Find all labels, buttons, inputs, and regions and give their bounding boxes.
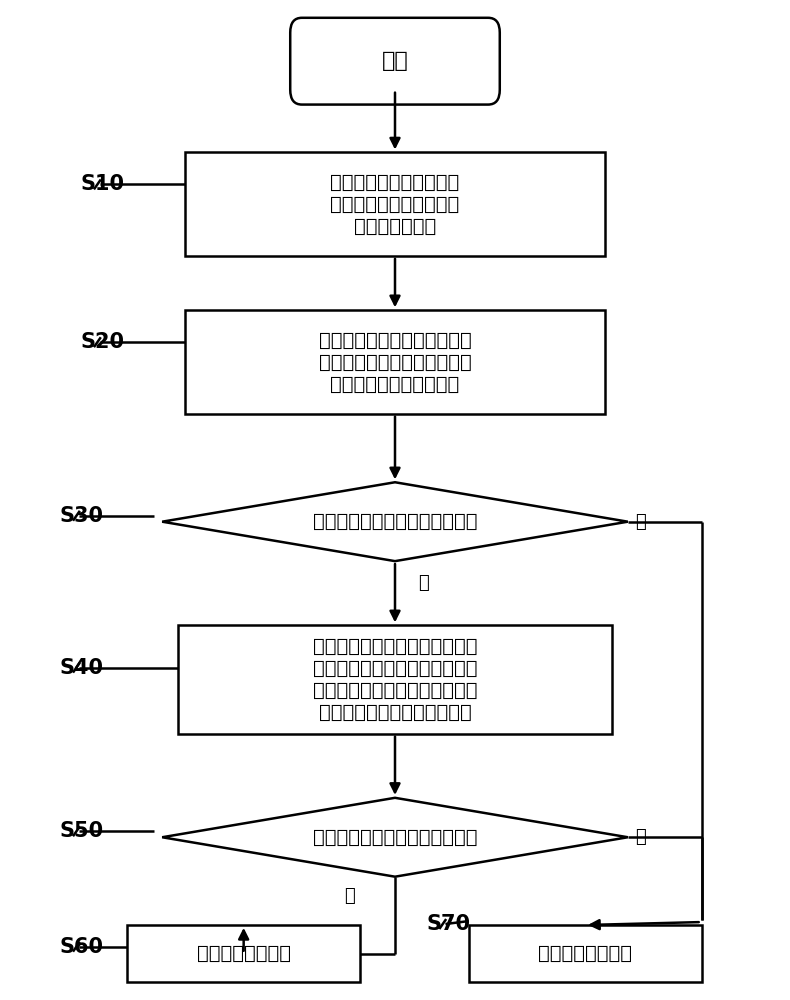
Text: S70: S70 xyxy=(426,914,470,934)
Text: 开始: 开始 xyxy=(382,51,408,71)
Text: 否: 否 xyxy=(636,513,646,531)
Bar xyxy=(468,925,702,982)
Bar xyxy=(178,625,612,734)
Text: 是: 是 xyxy=(344,887,356,905)
Text: 控制空调器根据预设的睡眠条件
优先级依次调节室内环境空间中
的多个环境参数直至每个环境参
数的参数值均达到其设定范围: 控制空调器根据预设的睡眠条件 优先级依次调节室内环境空间中 的多个环境参数直至每… xyxy=(313,637,477,722)
Text: 初始环境数据是否满足预设条件: 初始环境数据是否满足预设条件 xyxy=(313,512,477,531)
Text: 控制智能蚊帐收拢: 控制智能蚊帐收拢 xyxy=(538,944,632,963)
Text: 最终环境数据是否满足预设条件: 最终环境数据是否满足预设条件 xyxy=(313,828,477,847)
Polygon shape xyxy=(162,798,628,877)
Polygon shape xyxy=(162,482,628,561)
Text: S50: S50 xyxy=(60,821,103,841)
Text: S10: S10 xyxy=(81,174,125,194)
Text: S30: S30 xyxy=(60,506,103,526)
FancyBboxPatch shape xyxy=(290,18,500,105)
Text: 是: 是 xyxy=(418,574,429,592)
Text: 获取室内环境空间内的互不相
同的多个环境参数的初始测量
值，以形成初始环境数据: 获取室内环境空间内的互不相 同的多个环境参数的初始测量 值，以形成初始环境数据 xyxy=(318,330,472,393)
Text: 否: 否 xyxy=(636,828,646,846)
Bar xyxy=(186,152,604,256)
Text: 接收用于表示室内环境空
间中的床体上有人体存在
的人体休息信号: 接收用于表示室内环境空 间中的床体上有人体存在 的人体休息信号 xyxy=(330,173,460,236)
Text: 控制智能蚊帐展开: 控制智能蚊帐展开 xyxy=(197,944,291,963)
Bar xyxy=(127,925,360,982)
Text: S20: S20 xyxy=(81,332,125,352)
Text: S60: S60 xyxy=(60,937,103,957)
Bar xyxy=(186,310,604,414)
Text: S40: S40 xyxy=(60,658,103,678)
